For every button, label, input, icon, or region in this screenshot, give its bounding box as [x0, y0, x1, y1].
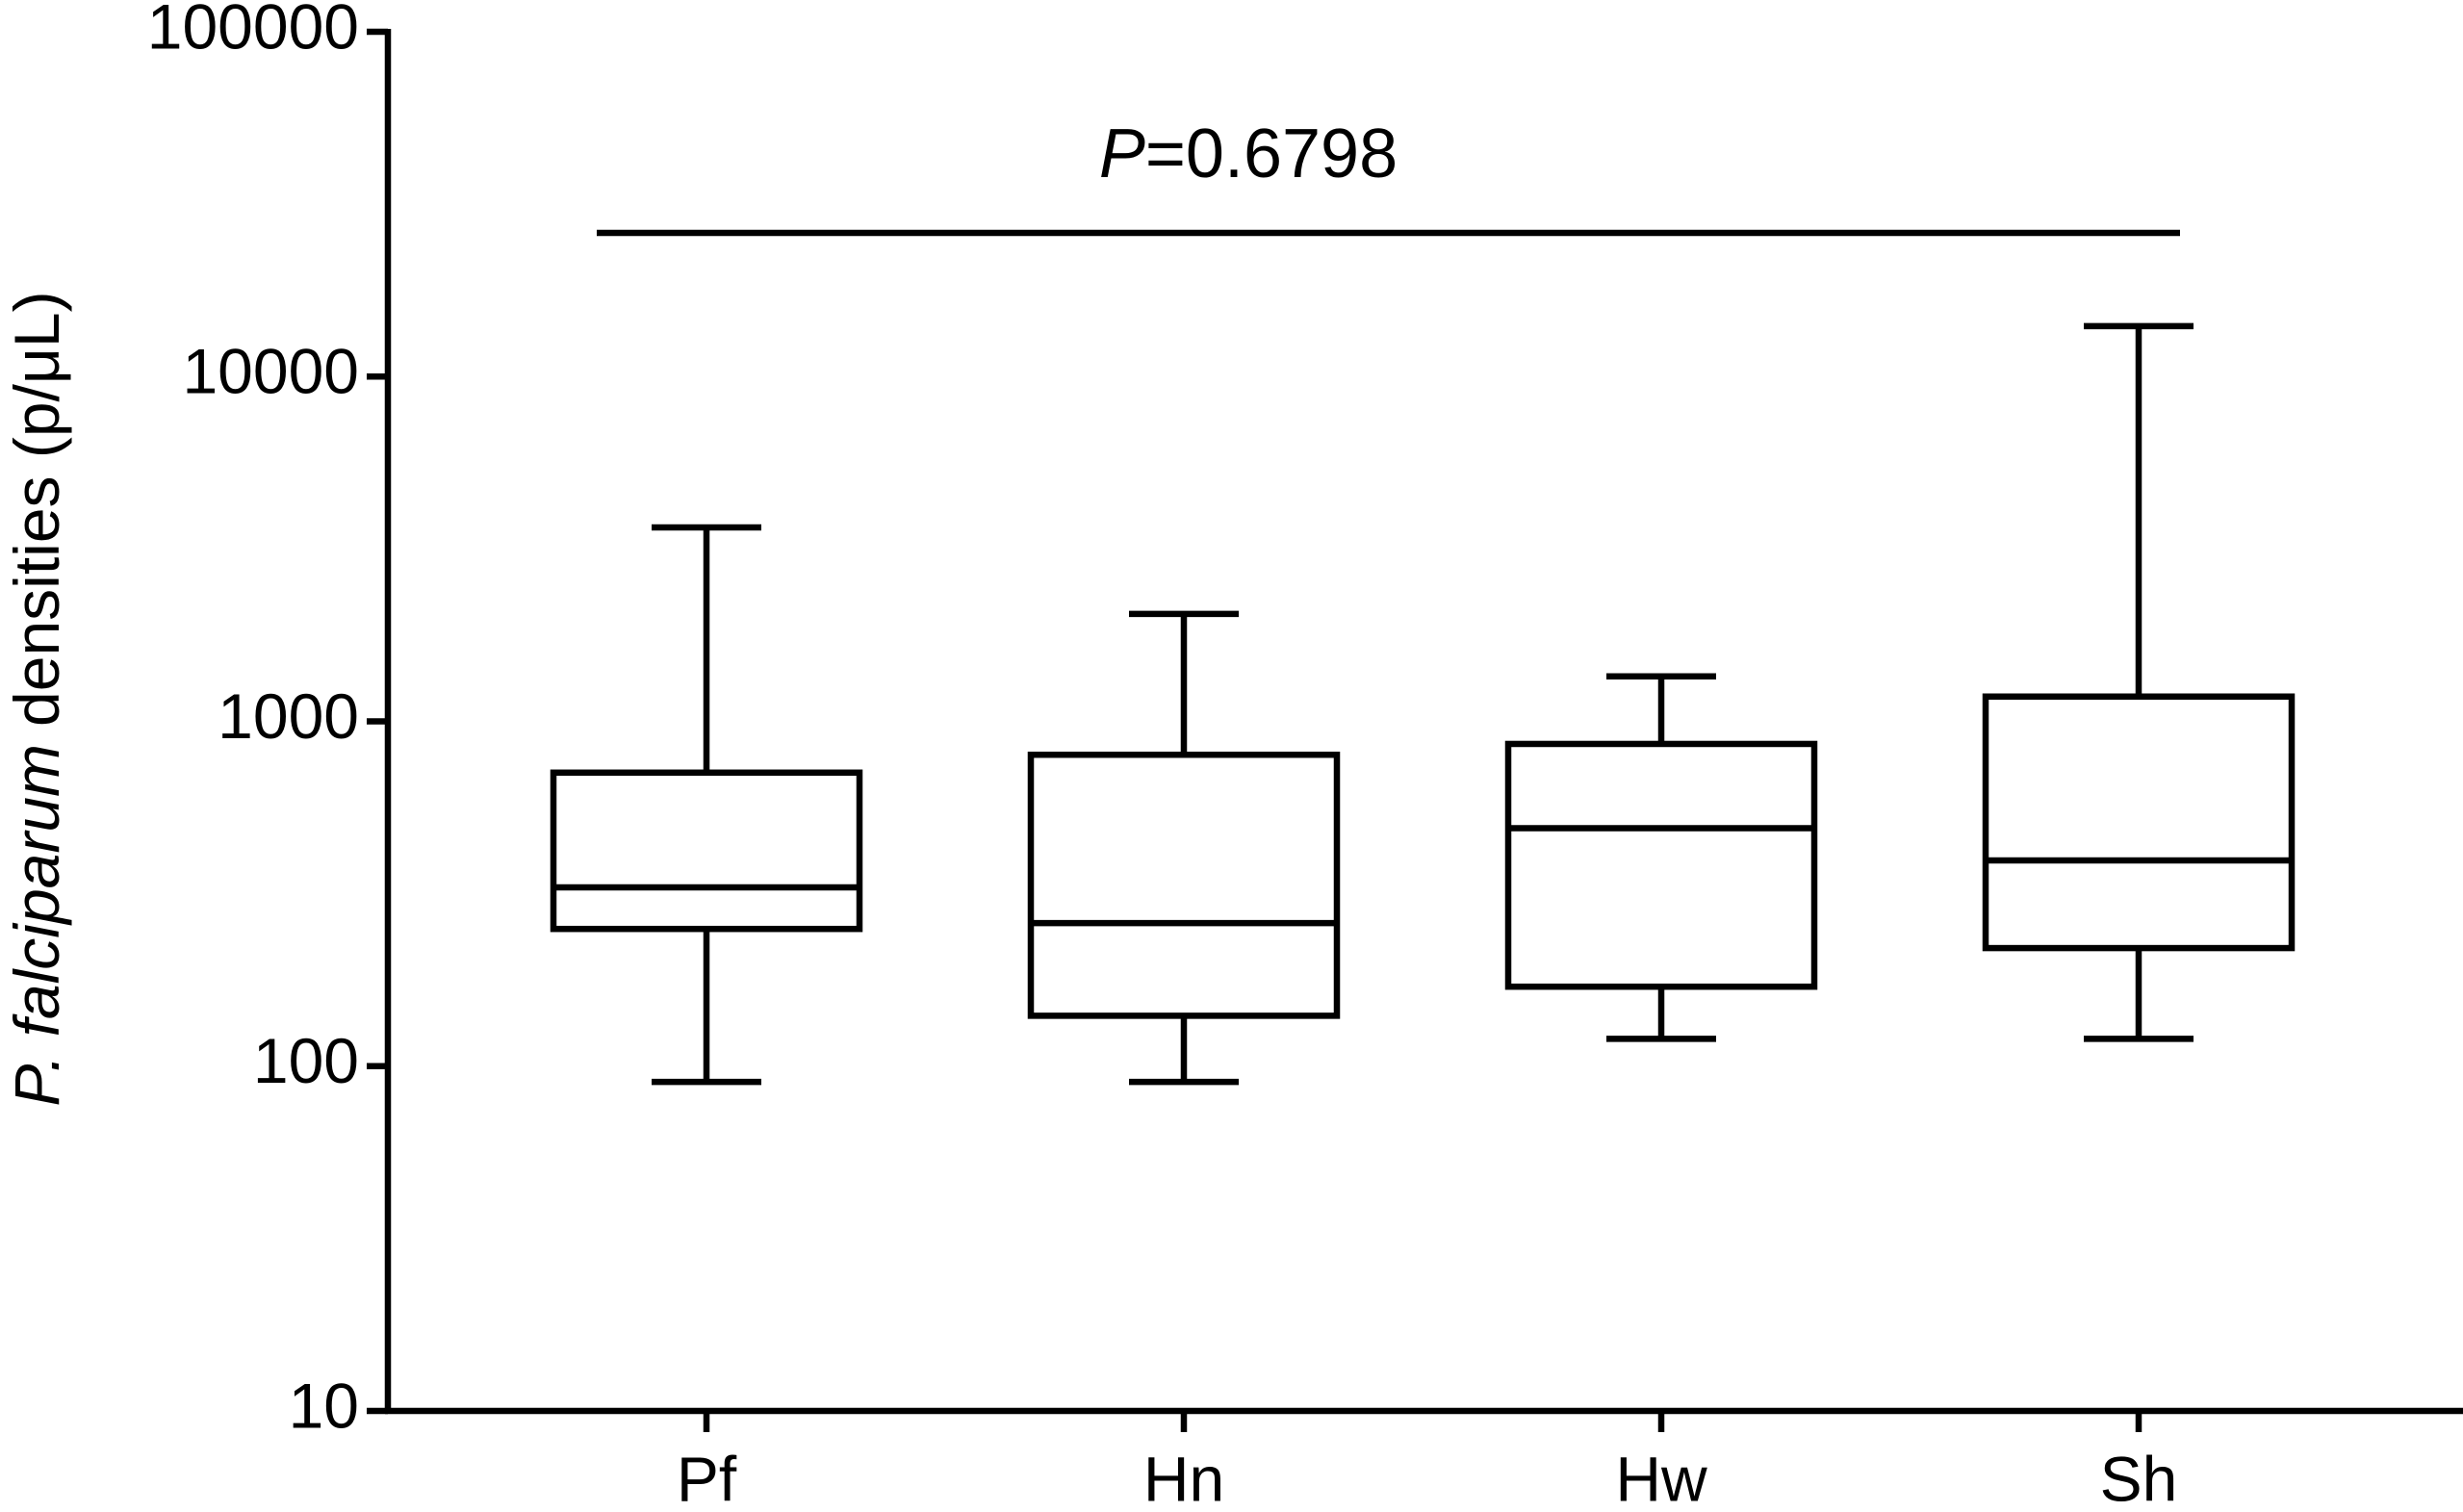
x-tick-label: Hw [1615, 1443, 1707, 1512]
box [1504, 740, 1818, 990]
y-tick-label: 100000 [147, 0, 359, 62]
p-value: P=0.6798 [1099, 115, 1398, 192]
p-symbol: P [1099, 115, 1145, 192]
y-axis-label: P. falciparum densities (p/μL) [1, 291, 72, 1106]
y-axis-label-italic: P. falciparum [1, 744, 72, 1107]
x-tick-label: Pf [677, 1443, 737, 1512]
y-tick-label: 100 [253, 1025, 359, 1096]
y-tick-label: 10000 [182, 336, 359, 407]
box [550, 769, 863, 933]
y-tick-label: 1000 [218, 680, 359, 752]
box [1982, 693, 2296, 952]
x-tick-label: Hn [1143, 1443, 1224, 1512]
y-tick-label: 10 [289, 1370, 359, 1441]
p-value-text: =0.6798 [1145, 115, 1398, 192]
y-axis-label-rest: densities (p/μL) [1, 291, 72, 727]
box [1027, 751, 1341, 1019]
x-tick-label: Sh [2100, 1443, 2178, 1512]
